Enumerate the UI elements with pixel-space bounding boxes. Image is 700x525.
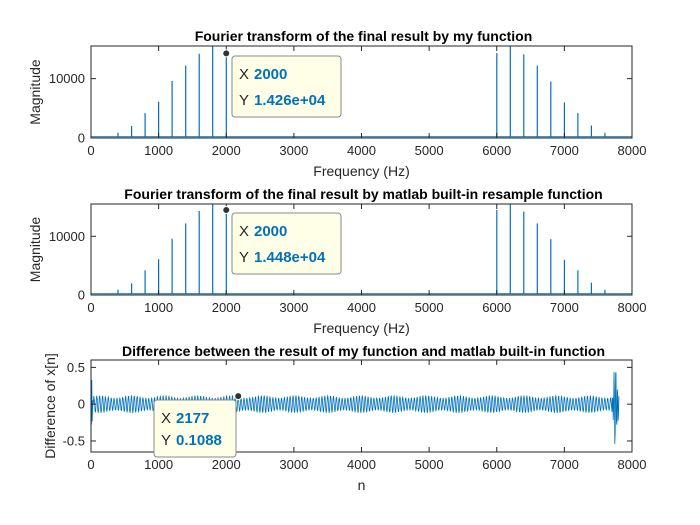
datatip[interactable]: X 2177 Y 0.1088 <box>153 399 237 458</box>
subplot-2: 0 1000 2000 3000 4000 5000 6000 7000 8000 0 10000 F… <box>27 186 646 336</box>
y-axis-label: Magnitude <box>27 59 43 125</box>
x-tick-label: 0 <box>87 457 94 472</box>
x-tick-label: 3000 <box>279 457 308 472</box>
y-tick-label: -0.5 <box>63 433 85 448</box>
x-tick-label: 6000 <box>482 300 511 315</box>
x-tick-label: 3000 <box>279 143 308 158</box>
datatip-box <box>231 212 342 275</box>
datatip-x-label: X <box>239 66 249 83</box>
datatip-x-value: 2000 <box>254 66 287 83</box>
x-tick-label: 2000 <box>212 300 241 315</box>
y-axis-label: Difference of x[n] <box>42 353 58 459</box>
x-tick-label: 7000 <box>550 457 579 472</box>
x-tick-label: 6000 <box>482 143 511 158</box>
datatip-y-label: Y <box>161 432 171 449</box>
datatip-y-label: Y <box>239 249 249 266</box>
x-tick-label: 1000 <box>144 143 173 158</box>
x-tick-label: 6000 <box>482 457 511 472</box>
x-axis-label: n <box>358 477 366 493</box>
x-tick-label: 8000 <box>618 457 647 472</box>
datatip-y-value: 0.1088 <box>176 432 222 449</box>
x-tick-label: 2000 <box>212 143 241 158</box>
x-tick-label: 0 <box>87 300 94 315</box>
x-tick-label: 5000 <box>415 300 444 315</box>
x-tick-label: 2000 <box>212 457 241 472</box>
axes-background <box>91 204 632 295</box>
y-tick-label: 10000 <box>49 229 85 244</box>
y-tick-label: 0 <box>78 288 85 303</box>
datatip-y-value: 1.426e+04 <box>254 92 326 109</box>
x-tick-label: 4000 <box>347 300 376 315</box>
x-tick-label: 7000 <box>550 143 579 158</box>
datatip[interactable]: X 2000 Y 1.426e+04 <box>231 55 342 118</box>
x-tick-label: 4000 <box>347 457 376 472</box>
x-tick-label: 5000 <box>415 143 444 158</box>
datatip-x-label: X <box>239 223 249 240</box>
datatip-x-value: 2177 <box>176 410 209 427</box>
x-tick-label: 0 <box>87 143 94 158</box>
x-tick-label: 8000 <box>618 143 647 158</box>
y-tick-label: 10000 <box>49 71 85 86</box>
x-tick-label: 8000 <box>618 300 647 315</box>
x-tick-label: 7000 <box>550 300 579 315</box>
subplot-title: Fourier transform of the final result by… <box>195 28 533 44</box>
datatip-marker[interactable] <box>234 392 243 401</box>
datatip[interactable]: X 2000 Y 1.448e+04 <box>231 212 342 275</box>
datatip-x-label: X <box>161 410 171 427</box>
datatip-marker[interactable] <box>222 205 231 214</box>
x-axis-label: Frequency (Hz) <box>313 320 409 336</box>
datatip-y-value: 1.448e+04 <box>254 249 326 266</box>
x-tick-label: 1000 <box>144 300 173 315</box>
y-tick-label: 0 <box>78 131 85 146</box>
datatip-y-label: Y <box>239 92 249 109</box>
x-axis-label: Frequency (Hz) <box>313 163 409 179</box>
y-axis-label: Magnitude <box>27 217 43 283</box>
datatip-x-value: 2000 <box>254 223 287 240</box>
y-tick-label: 0.5 <box>67 360 85 375</box>
subplot-3: 0 1000 2000 3000 4000 5000 6000 7000 8000-0.500.… <box>42 343 646 493</box>
datatip-marker[interactable] <box>222 49 231 58</box>
x-tick-label: 1000 <box>144 457 173 472</box>
datatip-box <box>153 399 237 458</box>
x-tick-label: 4000 <box>347 143 376 158</box>
axes-background <box>91 46 632 138</box>
subplot-title: Difference between the result of my func… <box>122 343 605 359</box>
x-tick-label: 5000 <box>415 457 444 472</box>
x-tick-label: 3000 <box>279 300 308 315</box>
datatip-box <box>231 55 342 118</box>
y-tick-label: 0 <box>78 397 85 412</box>
subplot-1: 0 1000 2000 3000 4000 5000 6000 7000 8000 0 10000 F… <box>27 28 646 179</box>
subplot-title: Fourier transform of the final result by… <box>124 186 602 202</box>
